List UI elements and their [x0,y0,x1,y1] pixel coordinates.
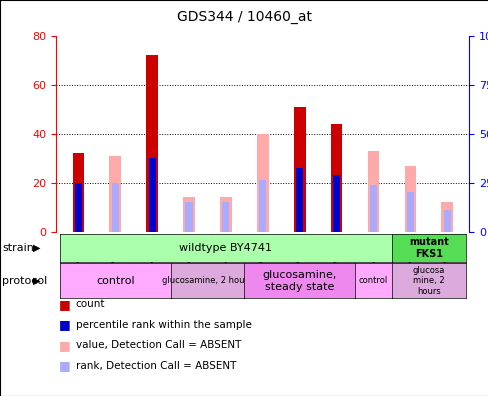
Text: wildtype BY4741: wildtype BY4741 [179,243,272,253]
Bar [111,183,119,232]
Text: glucosamine,
steady state: glucosamine, steady state [262,270,336,291]
Bar [222,202,229,232]
Text: count: count [76,299,105,309]
Bar [183,197,194,232]
Bar [406,192,413,232]
Bar [72,153,84,232]
Bar [367,151,379,232]
Text: ▶: ▶ [33,276,41,286]
Text: control: control [96,276,134,286]
Bar [259,180,266,232]
Text: ▶: ▶ [33,243,41,253]
Bar [369,185,376,232]
Text: GDS344 / 10460_at: GDS344 / 10460_at [177,10,311,24]
Bar [296,168,303,232]
Text: control: control [358,276,387,285]
Bar [148,158,155,232]
Bar [441,202,452,232]
Text: mutant
FKS1: mutant FKS1 [408,237,448,259]
Bar [404,166,415,232]
Text: ■: ■ [59,318,70,331]
Text: value, Detection Call = ABSENT: value, Detection Call = ABSENT [76,340,241,350]
Bar [330,124,342,232]
Text: percentile rank within the sample: percentile rank within the sample [76,320,251,330]
Bar [332,175,340,232]
Bar [293,107,305,232]
Text: glucosa
mine, 2
hours: glucosa mine, 2 hours [412,266,444,296]
Bar [257,133,268,232]
Text: protocol: protocol [2,276,48,286]
Bar [146,55,158,232]
Text: ■: ■ [59,298,70,310]
Text: glucosamine, 2 hours: glucosamine, 2 hours [162,276,252,285]
Text: ■: ■ [59,339,70,352]
Text: rank, Detection Call = ABSENT: rank, Detection Call = ABSENT [76,361,236,371]
Bar [75,183,82,232]
Text: strain: strain [2,243,34,253]
Bar [443,209,450,232]
Text: ■: ■ [59,360,70,372]
Bar [185,202,192,232]
Bar [220,197,231,232]
Bar [109,156,121,232]
